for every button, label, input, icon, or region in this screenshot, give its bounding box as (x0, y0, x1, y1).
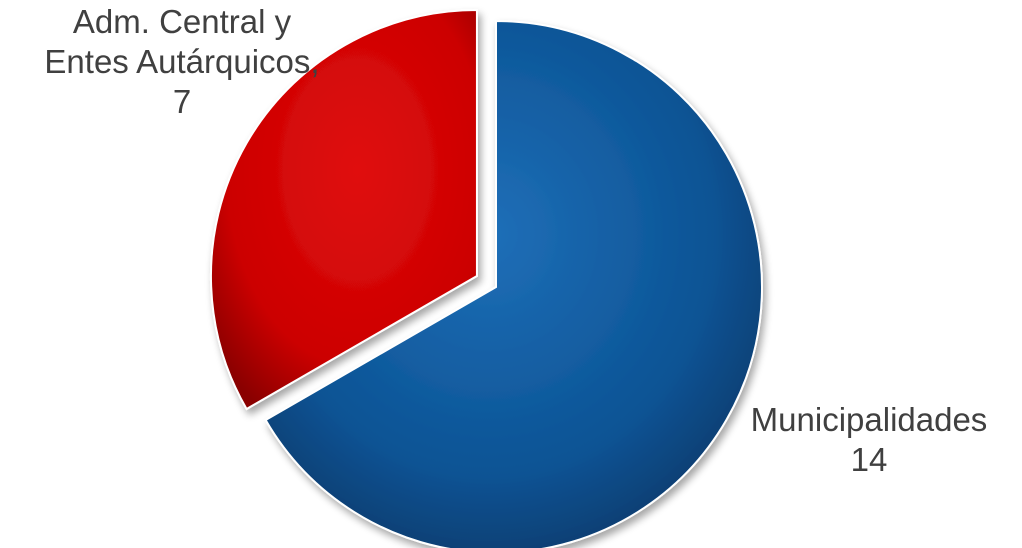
pie-slice-municipalidades (264, 19, 763, 548)
pie-slice-adm-central (209, 8, 478, 411)
slice-category-line: Entes Autárquicos, (44, 43, 320, 80)
pie-slices (209, 8, 763, 548)
slice-category-line: Adm. Central y (72, 3, 292, 40)
slice-category-line: Municipalidades (750, 401, 988, 438)
slice-label-municipalidades: Municipalidades 14 (724, 400, 1014, 480)
slice-label-adm-central: Adm. Central y Entes Autárquicos, 7 (12, 2, 352, 122)
slice-value-label: 14 (850, 441, 888, 478)
slice-value-label: 7 (172, 83, 192, 120)
